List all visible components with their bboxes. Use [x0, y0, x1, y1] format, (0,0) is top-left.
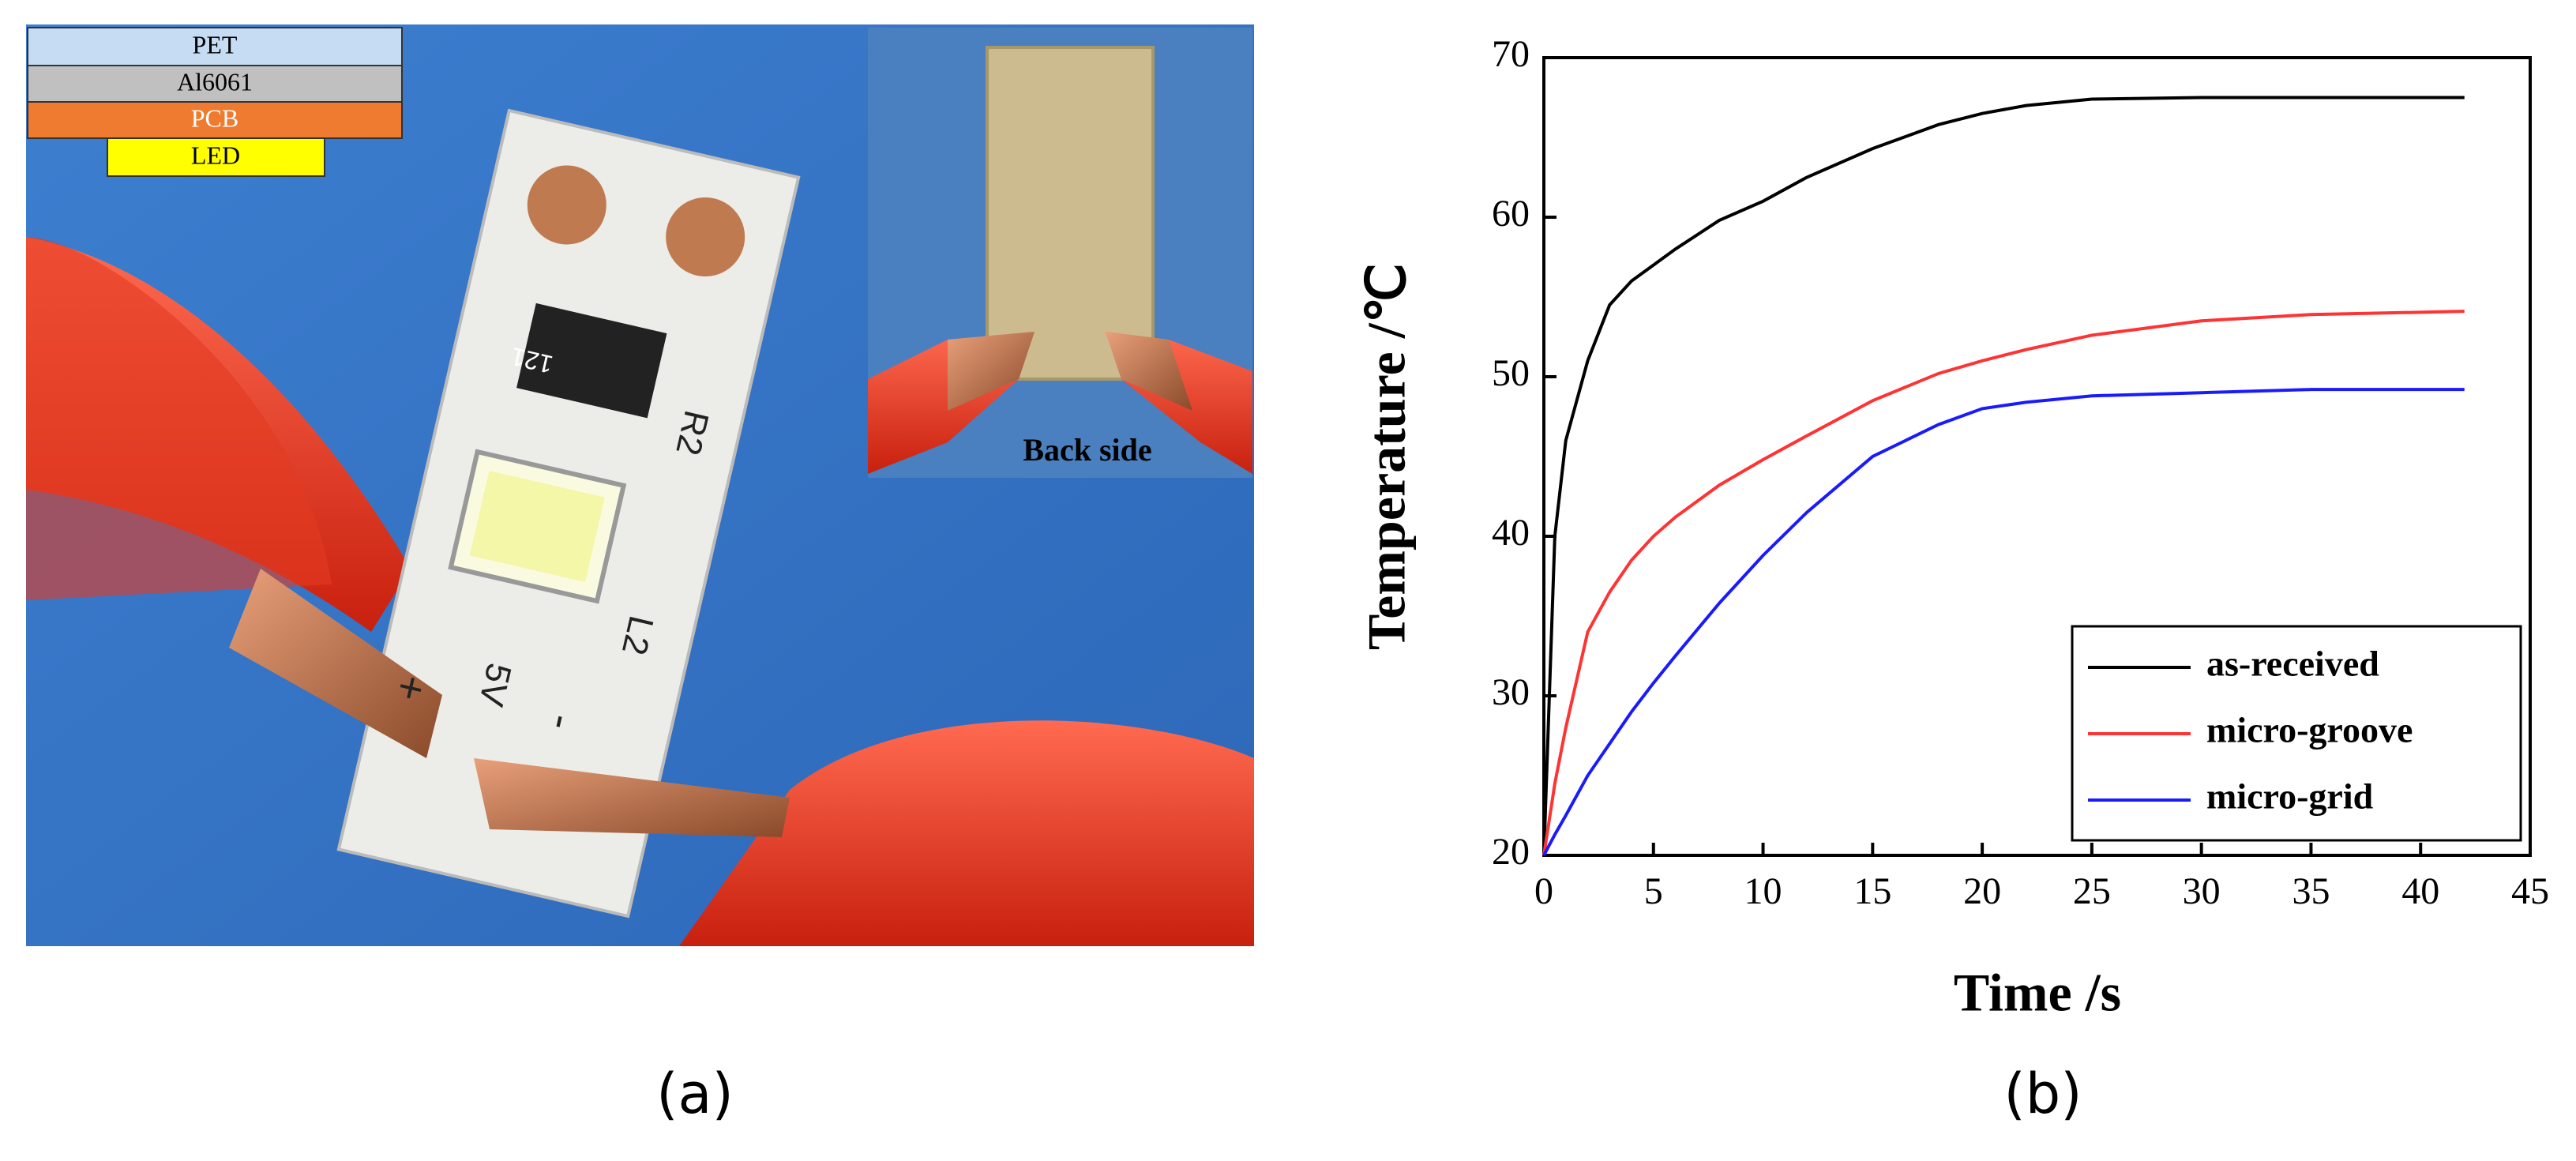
panel-caption: (b)	[2003, 1061, 2082, 1126]
x-tick-label: 15	[1853, 870, 1891, 912]
clip-left-shade	[26, 237, 332, 600]
resistor	[516, 302, 667, 419]
legend-label: micro-groove	[2206, 710, 2413, 750]
x-axis-title: Time /s	[1954, 963, 2121, 1023]
pcb	[336, 108, 801, 919]
plot-frame	[1542, 56, 2532, 857]
x-tick-label: 25	[2073, 870, 2111, 912]
copper-clip	[229, 569, 442, 758]
pad	[666, 197, 745, 276]
x-tick-label: 35	[2292, 870, 2330, 912]
data-line	[1542, 310, 2465, 856]
legend-label: as-received	[2206, 644, 2379, 684]
x-tick-label: 45	[2511, 870, 2549, 912]
legend-label: micro-grid	[2206, 776, 2374, 817]
inset-clip	[1106, 332, 1192, 411]
clip-right	[679, 720, 1254, 946]
y-tick-label: 50	[1492, 352, 1530, 394]
y-tick-label: 30	[1492, 671, 1530, 713]
marking: 5V	[471, 659, 519, 710]
marking: L2	[614, 612, 661, 659]
inset-board	[986, 46, 1155, 381]
y-tick-label: 60	[1492, 193, 1530, 235]
photo: 121 R2 L2 5V + - PET Al6061 PCB LED Back…	[26, 24, 1254, 946]
x-tick-label: 30	[2183, 870, 2221, 912]
x-tick-label: 20	[1963, 870, 2001, 912]
pad	[527, 165, 606, 245]
x-tick-label: 10	[1744, 870, 1782, 912]
layer-led	[107, 137, 325, 177]
y-tick-label: 20	[1492, 831, 1530, 873]
y-tick-label: 40	[1492, 512, 1530, 554]
x-tick-label: 5	[1644, 870, 1663, 912]
data-line	[1542, 388, 2465, 856]
layer-al	[27, 65, 403, 103]
inset: Back side	[868, 28, 1252, 478]
inset-clip	[948, 332, 1035, 411]
layer-label: Al6061	[177, 67, 253, 96]
data-line	[1542, 96, 2465, 856]
y-axis-title: Temperature /℃	[1357, 263, 1417, 650]
layer-label: PCB	[191, 103, 238, 132]
copper-clip	[474, 758, 790, 837]
x-tick-label: 0	[1534, 870, 1553, 912]
panel-caption: (a)	[656, 1061, 734, 1126]
layer-label: PET	[193, 30, 238, 58]
inset-label: Back side	[1023, 432, 1151, 468]
layer-pet	[27, 27, 403, 66]
layer-label: LED	[191, 141, 240, 169]
led-emitter	[469, 471, 605, 582]
x-tick-label: 40	[2401, 870, 2439, 912]
y-tick-label: 70	[1492, 33, 1530, 75]
